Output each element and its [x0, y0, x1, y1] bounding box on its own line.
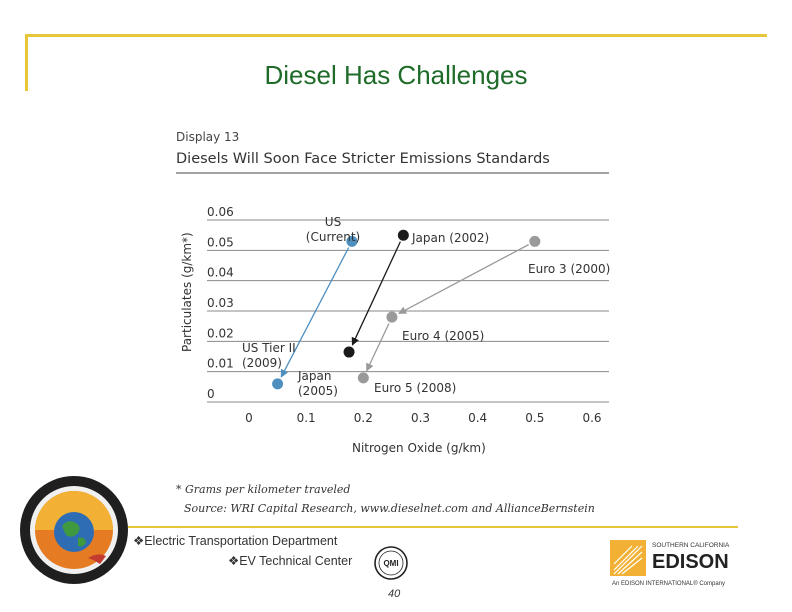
- x-tick-label: 0.5: [525, 411, 544, 425]
- chart-title: Diesels Will Soon Face Stricter Emission…: [176, 151, 550, 167]
- data-point: [357, 372, 369, 384]
- company-tagline: An EDISON INTERNATIONAL® Company: [612, 580, 725, 587]
- y-tick-label: 0: [207, 387, 215, 401]
- point-label-line: US: [325, 215, 341, 229]
- slide-frame-left: [25, 34, 28, 91]
- x-tick-label: 0.3: [411, 411, 430, 425]
- point-label-line: (Current): [306, 230, 360, 244]
- footer-center: ❖EV Technical Center: [228, 554, 353, 568]
- point-label: Japan (2002): [411, 231, 489, 245]
- footer-department: ❖Electric Transportation Department: [133, 534, 338, 548]
- chart-display-label: Display 13: [176, 130, 239, 144]
- point-label: Euro 4 (2005): [402, 329, 484, 343]
- y-tick-label: 0.02: [207, 326, 234, 340]
- qmi-text: QMI: [383, 559, 398, 568]
- company-name: EDISON: [652, 551, 729, 573]
- point-label: US (Current): [306, 215, 360, 244]
- x-tick-label: 0.6: [582, 411, 601, 425]
- qmi-certification-icon: QMI: [374, 546, 408, 580]
- x-tick-label: 0: [245, 411, 253, 425]
- trend-arrow: [351, 241, 401, 346]
- slide-frame-top: [25, 34, 767, 37]
- trend-arrow: [366, 323, 390, 372]
- point-label-line: Japan (2002): [411, 231, 489, 245]
- point-label-line: (2009): [242, 356, 282, 370]
- y-tick-label: 0.05: [207, 235, 234, 249]
- point-label-line: US Tier II: [242, 341, 296, 355]
- point-label: US Tier II (2009): [242, 341, 296, 370]
- point-label: Euro 3 (2000): [528, 262, 610, 276]
- point-label-line: Euro 4 (2005): [402, 329, 484, 343]
- y-tick-label: 0.01: [207, 357, 234, 371]
- chart-source: Source: WRI Capital Research, www.diesel…: [184, 502, 595, 515]
- y-axis-label: Particulates (g/km*): [180, 232, 194, 352]
- point-label: Japan (2005): [297, 369, 338, 398]
- sce-edison-logo: SOUTHERN CALIFORNIA EDISON An EDISON INT…: [610, 540, 730, 587]
- transportation-seal-icon: [20, 476, 128, 584]
- x-tick-label: 0.1: [297, 411, 316, 425]
- data-point: [386, 311, 398, 323]
- data-point: [529, 235, 541, 247]
- chart-footnote: * Grams per kilometer traveled: [176, 483, 350, 496]
- slide-title: Diesel Has Challenges: [264, 60, 528, 90]
- x-axis-label: Nitrogen Oxide (g/km): [352, 441, 486, 455]
- point-label-line: Euro 5 (2008): [374, 381, 456, 395]
- company-line1: SOUTHERN CALIFORNIA: [652, 542, 730, 549]
- point-label-line: Euro 3 (2000): [528, 262, 610, 276]
- point-label: Euro 5 (2008): [374, 381, 456, 395]
- x-tick-label: 0.4: [468, 411, 487, 425]
- y-tick-label: 0.03: [207, 296, 234, 310]
- x-tick-label: 0.2: [354, 411, 373, 425]
- trend-arrow: [398, 244, 529, 314]
- data-point: [272, 378, 284, 390]
- data-point: [397, 229, 409, 241]
- data-point: [346, 235, 358, 247]
- point-label-line: Japan: [297, 369, 331, 383]
- y-tick-label: 0.06: [207, 205, 234, 219]
- slide-frame-bottom: [128, 526, 738, 528]
- data-point: [343, 346, 355, 358]
- page-number: 40: [388, 588, 401, 600]
- y-tick-label: 0.04: [207, 266, 234, 280]
- trend-arrow: [280, 247, 350, 378]
- point-label-line: (2005): [298, 384, 338, 398]
